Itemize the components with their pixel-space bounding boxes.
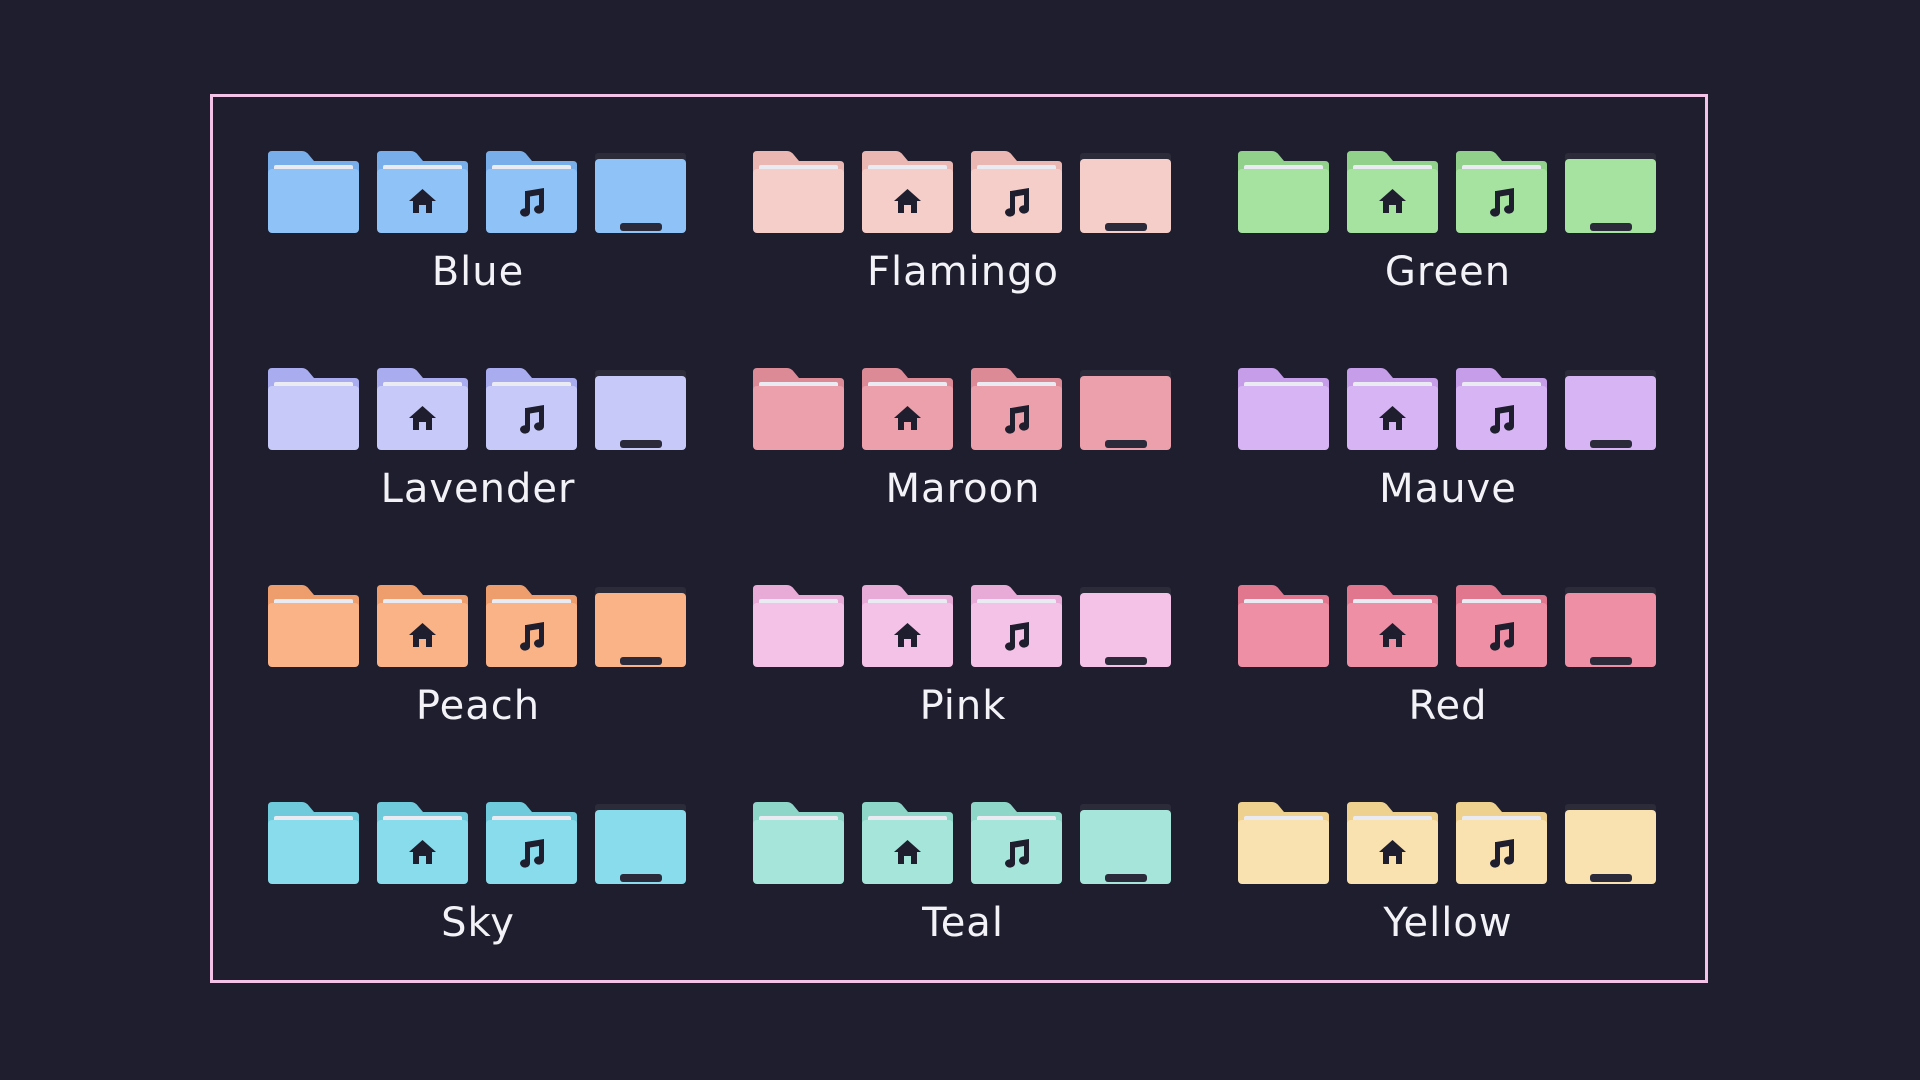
folder-icon-set: [753, 368, 1173, 452]
music-folder-icon: [1456, 151, 1547, 235]
folder-icon: [753, 151, 844, 235]
folder-icon-set: [1238, 585, 1658, 669]
folder-icon-set: [1238, 151, 1658, 235]
theme-lavender: Lavender: [268, 368, 688, 568]
folder-icon-set: [268, 151, 688, 235]
theme-label: Yellow: [1383, 900, 1513, 946]
open-folder-icon: [1080, 368, 1171, 452]
music-folder-icon: [486, 151, 577, 235]
folder-icon: [268, 368, 359, 452]
home-folder-icon: [1347, 368, 1438, 452]
theme-label: Lavender: [380, 466, 576, 512]
folder-icon-set: [1238, 368, 1658, 452]
theme-mauve: Mauve: [1238, 368, 1658, 568]
theme-label: Blue: [431, 249, 525, 295]
folder-icon: [1238, 368, 1329, 452]
folder-icon-set: [1238, 802, 1658, 886]
home-folder-icon: [377, 585, 468, 669]
home-folder-icon: [862, 151, 953, 235]
music-folder-icon: [1456, 368, 1547, 452]
folder-icon: [268, 151, 359, 235]
open-folder-icon: [1080, 151, 1171, 235]
theme-blue: Blue: [268, 151, 688, 351]
open-folder-icon: [1565, 802, 1656, 886]
folder-icon-set: [753, 802, 1173, 886]
music-folder-icon: [1456, 585, 1547, 669]
theme-label: Maroon: [885, 466, 1041, 512]
folder-icon: [1238, 802, 1329, 886]
music-folder-icon: [486, 368, 577, 452]
open-folder-icon: [595, 802, 686, 886]
theme-maroon: Maroon: [753, 368, 1173, 568]
music-folder-icon: [1456, 802, 1547, 886]
theme-label: Green: [1384, 249, 1512, 295]
folder-icon-set: [268, 585, 688, 669]
folder-icon: [753, 802, 844, 886]
theme-teal: Teal: [753, 802, 1173, 1002]
open-folder-icon: [595, 151, 686, 235]
music-folder-icon: [486, 802, 577, 886]
home-folder-icon: [1347, 802, 1438, 886]
open-folder-icon: [595, 585, 686, 669]
home-folder-icon: [377, 151, 468, 235]
theme-label: Red: [1408, 683, 1488, 729]
theme-label: Pink: [919, 683, 1007, 729]
folder-icon: [1238, 151, 1329, 235]
folder-icon: [753, 585, 844, 669]
open-folder-icon: [1080, 802, 1171, 886]
open-folder-icon: [1565, 151, 1656, 235]
theme-peach: Peach: [268, 585, 688, 785]
theme-label: Mauve: [1379, 466, 1517, 512]
folder-icon-set: [268, 368, 688, 452]
folder-icon: [753, 368, 844, 452]
open-folder-icon: [595, 368, 686, 452]
home-folder-icon: [862, 802, 953, 886]
home-folder-icon: [377, 368, 468, 452]
folder-icon-set: [753, 151, 1173, 235]
folder-icon: [1238, 585, 1329, 669]
theme-sky: Sky: [268, 802, 688, 1002]
folder-icon-set: [753, 585, 1173, 669]
theme-red: Red: [1238, 585, 1658, 785]
open-folder-icon: [1080, 585, 1171, 669]
theme-green: Green: [1238, 151, 1658, 351]
music-folder-icon: [971, 151, 1062, 235]
folder-icon-set: [268, 802, 688, 886]
home-folder-icon: [1347, 151, 1438, 235]
music-folder-icon: [971, 802, 1062, 886]
theme-yellow: Yellow: [1238, 802, 1658, 1002]
theme-label: Peach: [415, 683, 541, 729]
theme-label: Sky: [441, 900, 515, 946]
folder-icon: [268, 585, 359, 669]
open-folder-icon: [1565, 585, 1656, 669]
folder-icon: [268, 802, 359, 886]
home-folder-icon: [862, 585, 953, 669]
music-folder-icon: [486, 585, 577, 669]
theme-label: Flamingo: [867, 249, 1059, 295]
theme-grid: Blue Flamingo Green Lavender Maroon Mauve Peac…: [213, 97, 1705, 980]
theme-pink: Pink: [753, 585, 1173, 785]
open-folder-icon: [1565, 368, 1656, 452]
theme-flamingo: Flamingo: [753, 151, 1173, 351]
music-folder-icon: [971, 368, 1062, 452]
theme-preview-frame: Blue Flamingo Green Lavender Maroon Mauve Peac…: [210, 94, 1708, 983]
home-folder-icon: [862, 368, 953, 452]
music-folder-icon: [971, 585, 1062, 669]
theme-label: Teal: [922, 900, 1004, 946]
home-folder-icon: [377, 802, 468, 886]
home-folder-icon: [1347, 585, 1438, 669]
